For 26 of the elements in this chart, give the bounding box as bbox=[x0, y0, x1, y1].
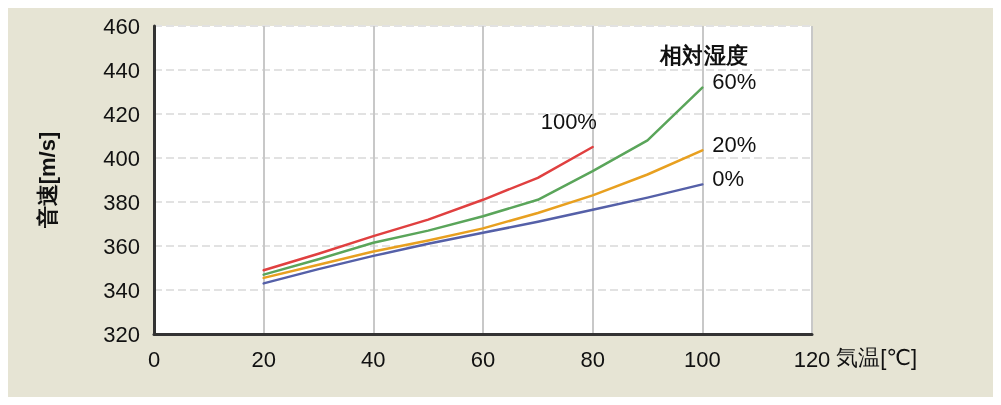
x-tick-label: 120 bbox=[793, 346, 831, 372]
y-tick-label: 380 bbox=[103, 189, 140, 215]
y-tick-label: 460 bbox=[103, 13, 140, 39]
y-axis-title: 音速[m/s] bbox=[34, 131, 60, 230]
line-series bbox=[262, 149, 704, 280]
x-tick-label: 80 bbox=[580, 346, 605, 372]
line-series bbox=[262, 145, 594, 272]
y-tick-label: 360 bbox=[103, 233, 140, 259]
y-tick-label: 400 bbox=[103, 145, 140, 171]
x-tick-label: 60 bbox=[470, 346, 496, 372]
y-tick-label: 340 bbox=[103, 277, 140, 303]
x-tick-label: 40 bbox=[361, 346, 386, 372]
series-label: 20% bbox=[712, 131, 757, 157]
series-label: 60% bbox=[712, 69, 757, 95]
x-tick-label: 20 bbox=[251, 346, 276, 372]
series-label: 100% bbox=[540, 108, 597, 134]
legend-title: 相対湿度 bbox=[659, 42, 748, 68]
y-tick-label: 420 bbox=[103, 101, 140, 127]
line-series bbox=[262, 86, 704, 276]
y-tick-label: 440 bbox=[103, 57, 140, 83]
x-axis-title: 気温[℃] bbox=[836, 344, 918, 370]
y-tick-label: 320 bbox=[103, 321, 140, 347]
line-series bbox=[262, 183, 704, 285]
x-tick-label: 0 bbox=[147, 346, 161, 372]
x-tick-label: 100 bbox=[683, 346, 721, 372]
series-label: 0% bbox=[712, 165, 745, 191]
